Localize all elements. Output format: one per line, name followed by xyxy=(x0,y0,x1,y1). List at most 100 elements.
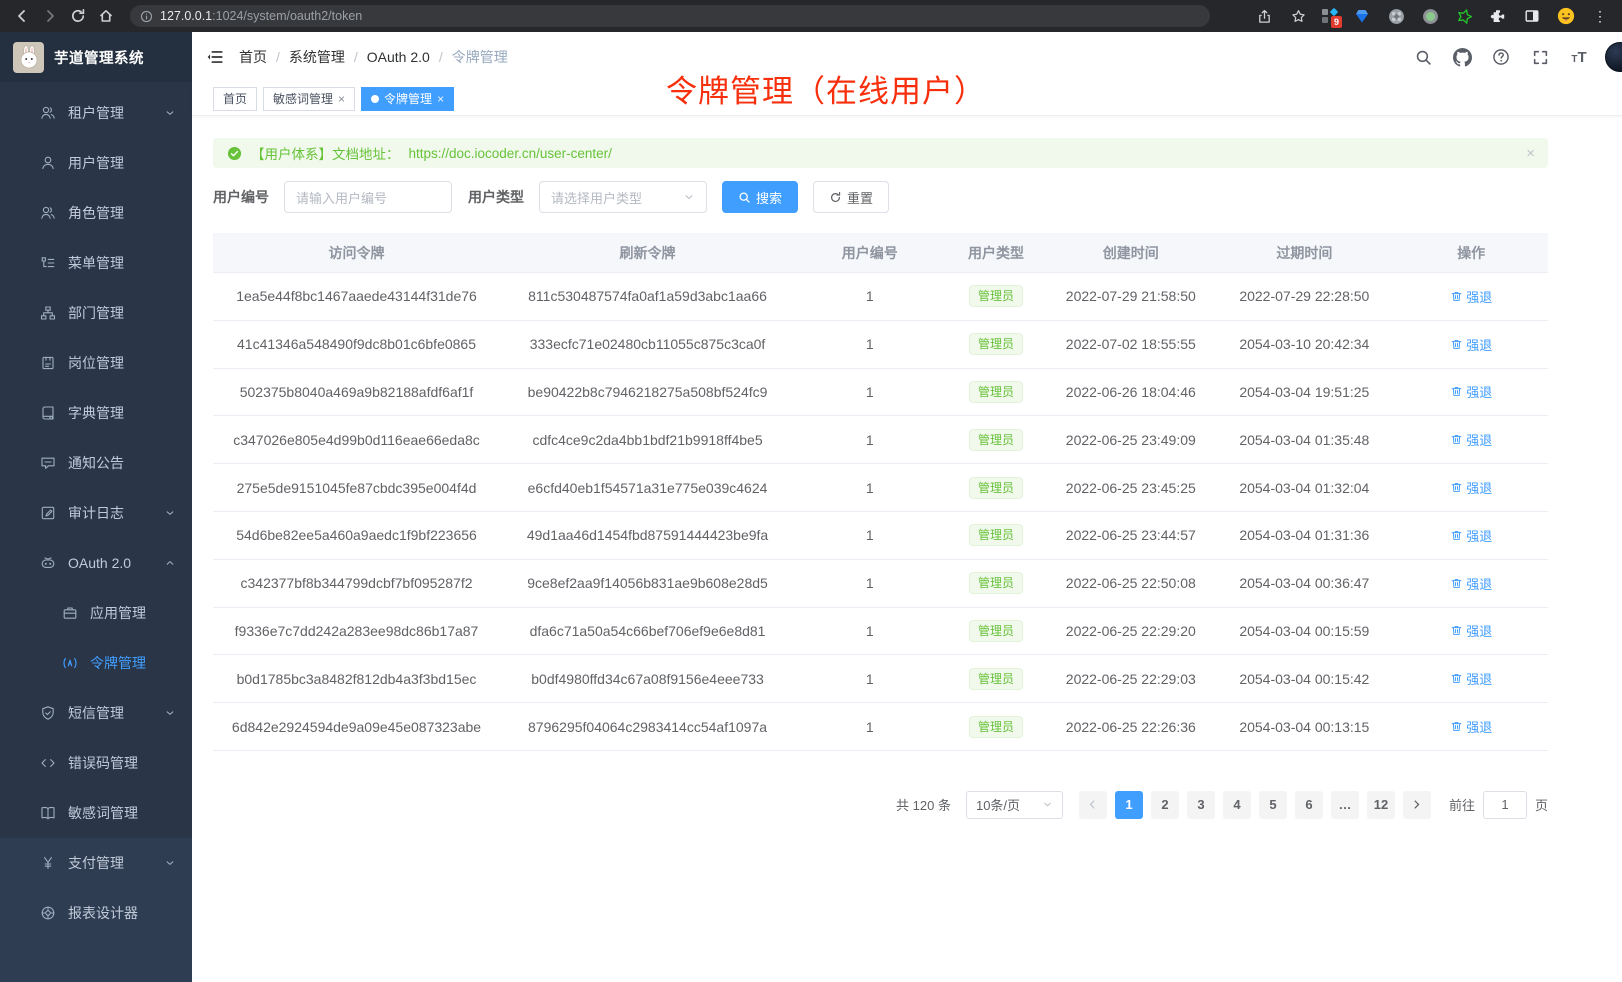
force-logout-button[interactable]: 强退 xyxy=(1450,478,1492,497)
browser-reload-icon[interactable] xyxy=(66,4,90,28)
sidebar-item-8[interactable]: 审计日志 xyxy=(0,488,192,538)
sidebar-item-11[interactable]: 令牌管理 xyxy=(0,638,192,688)
reset-button[interactable]: 重置 xyxy=(813,181,890,213)
goto-page-input[interactable]: 1 xyxy=(1482,790,1527,819)
sidebar-item-label: 字典管理 xyxy=(68,405,124,421)
side-panel-icon[interactable] xyxy=(1520,4,1544,28)
tab-tag-0[interactable]: 首页 xyxy=(213,86,258,111)
bookmark-star-icon[interactable] xyxy=(1286,4,1310,28)
sidebar-item-15[interactable]: 支付管理 xyxy=(0,838,192,888)
page-button-5[interactable]: 5 xyxy=(1258,790,1287,819)
browser-back-icon[interactable] xyxy=(10,4,34,28)
user-type-select[interactable]: 请选择用户类型 xyxy=(539,181,707,213)
breadcrumb-item-2[interactable]: OAuth 2.0 xyxy=(366,49,430,65)
refresh-token: 9ce8ef2aa9f14056b831ae9b608e28d5 xyxy=(527,575,768,592)
access-token: 54d6be82ee5a460a9aedc1f9bf223656 xyxy=(236,527,477,544)
alert-doc-link[interactable]: https://doc.iocoder.cn/user-center/ xyxy=(408,145,612,161)
force-logout-button[interactable]: 强退 xyxy=(1450,669,1492,688)
tags-bar: 首页 敏感词管理 × 令牌管理 × xyxy=(192,82,1622,116)
force-logout-button[interactable]: 强退 xyxy=(1450,526,1492,545)
sidebar-item-9[interactable]: OAuth 2.0 xyxy=(0,538,192,588)
sidebar-item-3[interactable]: 菜单管理 xyxy=(0,238,192,288)
page-button-3[interactable]: 3 xyxy=(1186,790,1215,819)
chevron-up-icon xyxy=(164,557,176,569)
user-type-badge: 管理员 xyxy=(968,619,1023,642)
profile-emoji-icon[interactable] xyxy=(1554,4,1578,28)
help-icon[interactable] xyxy=(1488,44,1514,70)
sidebar-item-16[interactable]: 报表设计器 xyxy=(0,888,192,938)
collapse-sidebar-icon[interactable] xyxy=(206,48,224,66)
sidebar-item-10[interactable]: 应用管理 xyxy=(0,588,192,638)
force-logout-button[interactable]: 强退 xyxy=(1450,621,1492,640)
force-logout-button[interactable]: 强退 xyxy=(1450,335,1492,354)
sidebar-item-4[interactable]: 部门管理 xyxy=(0,288,192,338)
access-token: 502375b8040a469a9b82188afdf6af1f xyxy=(239,383,474,400)
browser-menu-icon[interactable]: ⋮ xyxy=(1593,8,1607,24)
close-icon[interactable]: × xyxy=(338,91,346,106)
sidebar-item-7[interactable]: 通知公告 xyxy=(0,438,192,488)
app-logo[interactable]: 芋道管理系统 xyxy=(0,32,192,82)
access-token: c342377bf8b344799dcbf7bf095287f2 xyxy=(240,575,473,592)
search-icon[interactable] xyxy=(1410,44,1436,70)
sidebar-item-0[interactable]: 租户管理 xyxy=(0,88,192,138)
extension-monkey-icon[interactable]: 9 xyxy=(1320,6,1342,28)
user-avatar[interactable] xyxy=(1605,42,1622,72)
breadcrumb-item-0[interactable]: 首页 xyxy=(239,49,267,65)
sidebar-item-1[interactable]: 用户管理 xyxy=(0,138,192,188)
browser-home-icon[interactable] xyxy=(94,4,118,28)
tab-tag-1[interactable]: 敏感词管理 × xyxy=(263,86,356,111)
font-size-icon[interactable]: TT xyxy=(1571,48,1587,66)
page-button-2[interactable]: 2 xyxy=(1150,790,1179,819)
force-logout-button[interactable]: 强退 xyxy=(1450,574,1492,593)
sidebar-item-label: 报表设计器 xyxy=(68,905,138,921)
search-button[interactable]: 搜索 xyxy=(722,181,799,213)
page-button-6[interactable]: 6 xyxy=(1294,790,1323,819)
user-type-badge: 管理员 xyxy=(968,333,1023,356)
page-button-12[interactable]: 12 xyxy=(1366,790,1395,819)
extension-green-star-icon[interactable] xyxy=(1452,4,1476,28)
page-button-4[interactable]: 4 xyxy=(1222,790,1251,819)
github-icon[interactable] xyxy=(1449,44,1475,70)
topbar: 首页 / 系统管理 / OAuth 2.0 / 令牌管理 TT xyxy=(192,32,1622,82)
browser-forward-icon[interactable] xyxy=(38,4,62,28)
delete-icon xyxy=(1451,530,1462,540)
refresh-token: cdfc4ce9c2da4bb1bdf21b9918ff4be5 xyxy=(532,431,763,448)
chevron-down-icon xyxy=(164,107,176,119)
extension-grey-circle-icon[interactable] xyxy=(1384,4,1408,28)
next-page-button[interactable] xyxy=(1402,790,1431,819)
alert-close-icon[interactable]: × xyxy=(1526,145,1535,162)
sidebar-item-2[interactable]: 角色管理 xyxy=(0,188,192,238)
force-logout-button[interactable]: 强退 xyxy=(1450,430,1492,449)
tab-tag-2[interactable]: 令牌管理 × xyxy=(361,86,455,111)
breadcrumb-item-1[interactable]: 系统管理 xyxy=(288,49,345,65)
extension-green-circle-icon[interactable] xyxy=(1418,4,1442,28)
browser-toolbar-right: 9 ⋮ xyxy=(1252,4,1612,28)
app-frame: 芋道管理系统 租户管理 用户管理 角色管理 菜单管理 部门管理 岗位管理字典管理通知公告审… xyxy=(0,32,1622,982)
extension-gem-icon[interactable] xyxy=(1350,4,1374,28)
sidebar-item-5[interactable]: 岗位管理 xyxy=(0,338,192,388)
expire-time: 2054-03-04 19:51:25 xyxy=(1239,383,1370,400)
browser-url-bar[interactable]: 127.0.0.1:1024/system/oauth2/token xyxy=(130,5,1210,27)
sidebar-item-6[interactable]: 字典管理 xyxy=(0,388,192,438)
page-size-select[interactable]: 10条/页 xyxy=(965,790,1063,819)
delete-icon xyxy=(1451,435,1462,445)
force-logout-button[interactable]: 强退 xyxy=(1450,717,1492,736)
sidebar-item-14[interactable]: 敏感词管理 xyxy=(0,788,192,838)
user-id-input[interactable]: 请输入用户编号 xyxy=(284,181,452,213)
access-token: 6d842e2924594de9a09e45e087323abe xyxy=(231,718,482,735)
close-icon[interactable]: × xyxy=(437,91,445,106)
chevron-down-icon xyxy=(166,861,174,865)
extensions-puzzle-icon[interactable] xyxy=(1486,4,1510,28)
page-ellipsis-button[interactable]: … xyxy=(1330,790,1359,819)
expire-time: 2054-03-10 20:42:34 xyxy=(1239,336,1370,353)
sidebar-item-13[interactable]: 错误码管理 xyxy=(0,738,192,788)
user-id: 1 xyxy=(865,479,874,496)
share-icon[interactable] xyxy=(1252,4,1276,28)
prev-page-button[interactable] xyxy=(1078,790,1107,819)
force-logout-button[interactable]: 强退 xyxy=(1450,287,1492,306)
force-logout-button[interactable]: 强退 xyxy=(1450,382,1492,401)
sidebar-item-12[interactable]: 短信管理 xyxy=(0,688,192,738)
content: 【用户体系】文档地址： https://doc.iocoder.cn/user-… xyxy=(192,116,1622,819)
fullscreen-icon[interactable] xyxy=(1527,44,1553,70)
page-button-1[interactable]: 1 xyxy=(1114,790,1143,819)
